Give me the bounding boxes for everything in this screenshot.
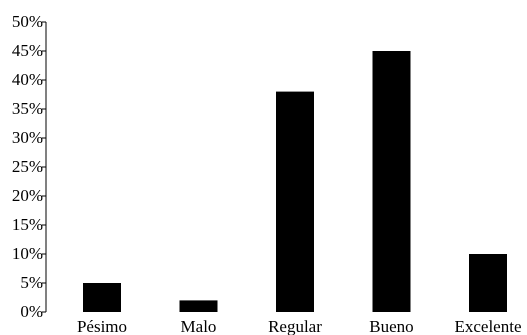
y-tick-label: 35% <box>12 99 43 118</box>
y-tick-label: 5% <box>20 273 43 292</box>
y-tick-label: 15% <box>12 215 43 234</box>
y-tick-label: 20% <box>12 186 43 205</box>
x-category-label: Regular <box>268 317 322 335</box>
y-tick-label: 10% <box>12 244 43 263</box>
bars <box>83 51 507 312</box>
x-axis-labels: Pésimo Malo Regular Bueno Excelente <box>77 317 522 335</box>
bar <box>179 300 218 312</box>
bar <box>372 51 411 312</box>
x-category-label: Malo <box>181 317 217 335</box>
y-tick-label: 25% <box>12 157 43 176</box>
y-tick-label: 45% <box>12 41 43 60</box>
bar <box>469 254 507 312</box>
x-category-label: Bueno <box>369 317 413 335</box>
x-category-label: Pésimo <box>77 317 127 335</box>
y-tick-label: 0% <box>20 302 43 321</box>
y-tick-label: 40% <box>12 70 43 89</box>
y-tick-label: 30% <box>12 128 43 147</box>
bar <box>83 283 121 312</box>
x-category-label: Excelente <box>454 317 521 335</box>
y-tick-label: 50% <box>12 12 43 31</box>
bar <box>276 91 314 312</box>
y-axis: 0% 5% 10% 15% 20% 25% 30% 35% 40% 45% 50% <box>12 12 47 321</box>
